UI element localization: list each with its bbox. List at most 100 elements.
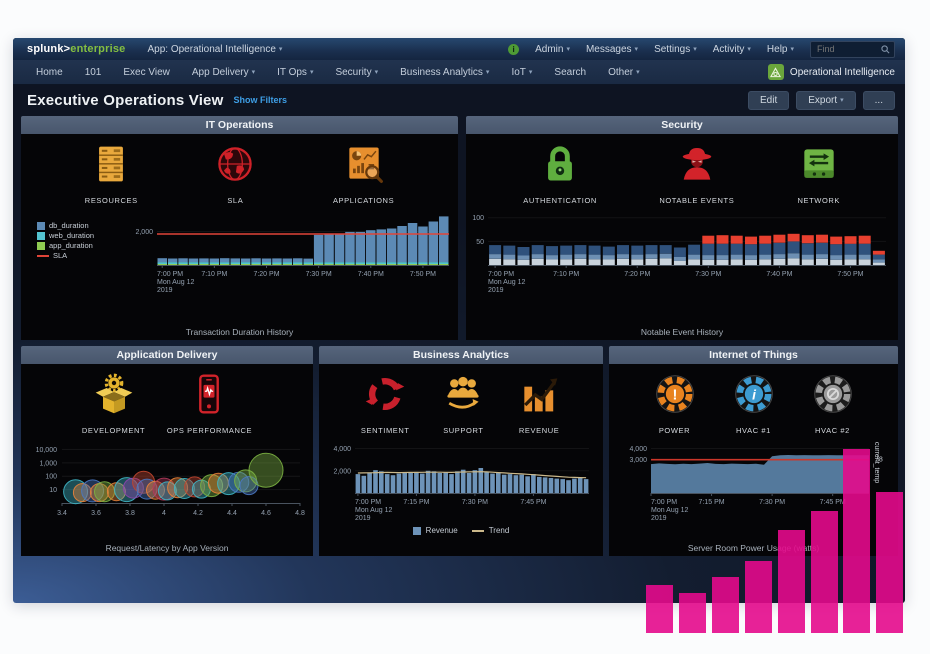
nav-item-other[interactable]: Other ▾ <box>608 66 640 78</box>
app-badge[interactable]: Operational Intelligence <box>767 64 895 80</box>
tile-support[interactable]: SUPPORT <box>441 372 485 435</box>
more-button[interactable]: ... <box>862 90 895 110</box>
phone-pulse-icon <box>187 372 231 421</box>
nav-item-app-delivery[interactable]: App Delivery ▾ <box>191 66 256 78</box>
app-monitor-icon <box>342 142 386 191</box>
nav-item-iot[interactable]: IoT ▾ <box>511 66 533 78</box>
svg-text:7:20 PM: 7:20 PM <box>624 271 650 278</box>
svg-text:7:30 PM: 7:30 PM <box>306 271 332 278</box>
splunk-logo[interactable]: splunk>enterprise <box>27 43 125 55</box>
panel-business-analytics: Business Analytics SENTIMENT SUPPORT REVEN… <box>319 346 603 556</box>
tile-ops-performance[interactable]: OPS PERFORMANCE <box>167 372 252 435</box>
tile-hvac-1[interactable]: i HVAC #1 <box>732 372 776 435</box>
svg-text:7:50 PM: 7:50 PM <box>410 271 436 278</box>
svg-text:4,000: 4,000 <box>333 446 351 453</box>
svg-text:4.8: 4.8 <box>295 510 305 517</box>
chevron-down-icon: ▾ <box>840 96 844 104</box>
edit-button[interactable]: Edit <box>748 90 790 110</box>
search-input[interactable] <box>815 43 881 55</box>
tile-network[interactable]: NETWORK <box>797 142 841 205</box>
tile-power[interactable]: ! POWER <box>653 372 697 435</box>
show-filters-link[interactable]: Show Filters <box>233 95 287 105</box>
nav-item-home[interactable]: Home <box>36 66 63 78</box>
nav-item-exec-view[interactable]: Exec View <box>123 66 170 78</box>
topbar-menu-settings[interactable]: Settings ▾ <box>654 43 697 55</box>
tile-sentiment[interactable]: SENTIMENT <box>361 372 410 435</box>
topbar-menu-messages[interactable]: Messages ▾ <box>585 43 639 55</box>
tile-sla[interactable]: SLA <box>213 142 257 205</box>
svg-text:7:45 PM: 7:45 PM <box>520 499 546 506</box>
icon-label: HVAC #2 <box>815 426 850 435</box>
icon-label: SENTIMENT <box>360 426 410 435</box>
svg-text:7:40 PM: 7:40 PM <box>766 271 792 278</box>
tile-resources[interactable]: RESOURCES <box>85 142 138 205</box>
tile-revenue[interactable]: REVENUE <box>517 372 561 435</box>
chart-legend: Revenue Trend <box>412 526 509 535</box>
topbar-menu-activity[interactable]: Activity ▾ <box>712 43 751 55</box>
svg-text:100: 100 <box>45 474 57 481</box>
icon-label: SLA <box>227 196 244 205</box>
chevron-down-icon: ▾ <box>528 68 533 76</box>
app-menu[interactable]: App: Operational Intelligence ▾ <box>147 43 283 55</box>
panel-it-operations: IT Operations RESOURCES SLA APPLICATIONS d… <box>21 116 458 340</box>
panel-header-application-delivery: Application Delivery <box>21 346 313 364</box>
fan-info-icon: i <box>732 372 776 421</box>
revenue-chart[interactable]: 2,000 4,000 7:00 PM 7:15 PM 7:30 PM 7:45 PM Mo… <box>325 437 597 525</box>
svg-text:4.6: 4.6 <box>261 510 271 517</box>
tile-authentication[interactable]: AUTHENTICATION <box>523 142 597 205</box>
icon-label: DEVELOPMENT <box>81 426 146 435</box>
svg-text:2019: 2019 <box>157 287 173 294</box>
nav-item-101[interactable]: 101 <box>84 66 102 78</box>
panel-security: Security AUTHENTICATION NOTABLE EVENTS NET… <box>466 116 898 340</box>
request-latency-chart[interactable]: 10 100 1,000 10,000 3.4 3.6 3.8 4 4.2 4.4 4.6 4.8 <box>26 437 308 529</box>
nav-item-search[interactable]: Search <box>554 66 587 78</box>
icon-label: NETWORK <box>797 196 841 205</box>
icon-label: RESOURCES <box>84 196 138 205</box>
svg-text:78: 78 <box>875 457 883 464</box>
legend-item: Trend <box>471 526 509 535</box>
svg-text:2019: 2019 <box>651 515 667 522</box>
icon-label: POWER <box>658 426 691 435</box>
tile-hvac-2[interactable]: HVAC #2 <box>811 372 855 435</box>
chevron-down-icon: ▾ <box>485 68 490 76</box>
icon-label: SUPPORT <box>443 426 484 435</box>
info-icon[interactable]: i <box>508 43 520 55</box>
icon-label: REVENUE <box>518 426 560 435</box>
tile-notable-events[interactable]: NOTABLE EVENTS <box>659 142 734 205</box>
svg-text:Mon Aug 12: Mon Aug 12 <box>651 507 688 514</box>
transaction-duration-chart[interactable]: 2,000 7:00 PM 7:10 PM 7:20 PM 7:30 PM 7:40 PM… <box>123 207 453 299</box>
topbar-menu-admin[interactable]: Admin ▾ <box>535 43 570 55</box>
bar-growth-icon <box>517 372 561 421</box>
icon-label: APPLICATIONS <box>332 196 395 205</box>
notable-event-chart[interactable]: 50 100 7:00 PM 7:10 PM 7:20 PM 7:30 PM 7:40 PM… <box>470 207 894 299</box>
power-usage-chart[interactable]: 3,000 4,000 78 7:00 PM 7:15 PM 7:30 PM 7:45 PM… <box>615 437 892 529</box>
legend-item: db_duration <box>37 221 123 231</box>
fan-alert-icon: ! <box>653 372 697 421</box>
nav-item-security[interactable]: Security ▾ <box>335 66 379 78</box>
svg-text:1,000: 1,000 <box>39 460 57 467</box>
topbar-menu-help[interactable]: Help ▾ <box>766 43 794 55</box>
svg-text:100: 100 <box>472 215 484 222</box>
app-badge-label: Operational Intelligence <box>789 66 895 78</box>
logo-main: splunk> <box>27 43 71 55</box>
search-box[interactable] <box>810 40 895 58</box>
chevron-down-icon: ▾ <box>309 68 314 76</box>
svg-text:Mon Aug 12: Mon Aug 12 <box>355 507 392 514</box>
icon-label: NOTABLE EVENTS <box>659 196 735 205</box>
svg-text:7:50 PM: 7:50 PM <box>837 271 863 278</box>
export-button[interactable]: Export ▾ <box>796 90 856 110</box>
network-switch-icon <box>797 142 841 191</box>
tile-development[interactable]: DEVELOPMENT <box>82 372 145 435</box>
tile-applications[interactable]: APPLICATIONS <box>333 142 394 205</box>
nav-item-it-ops[interactable]: IT Ops ▾ <box>277 66 314 78</box>
nav-item-business-analytics[interactable]: Business Analytics ▾ <box>400 66 490 78</box>
svg-text:7:00 PM: 7:00 PM <box>355 499 381 506</box>
panel-application-delivery: Application Delivery DEVELOPMENT OPS PERF… <box>21 346 313 556</box>
svg-text:3.4: 3.4 <box>57 510 67 517</box>
page-title: Executive Operations View <box>27 91 224 109</box>
panel-header-it-operations: IT Operations <box>21 116 458 134</box>
chevron-down-icon: ▾ <box>693 45 697 53</box>
svg-text:3.6: 3.6 <box>91 510 101 517</box>
svg-text:7:30 PM: 7:30 PM <box>759 499 785 506</box>
svg-text:7:15 PM: 7:15 PM <box>699 499 725 506</box>
